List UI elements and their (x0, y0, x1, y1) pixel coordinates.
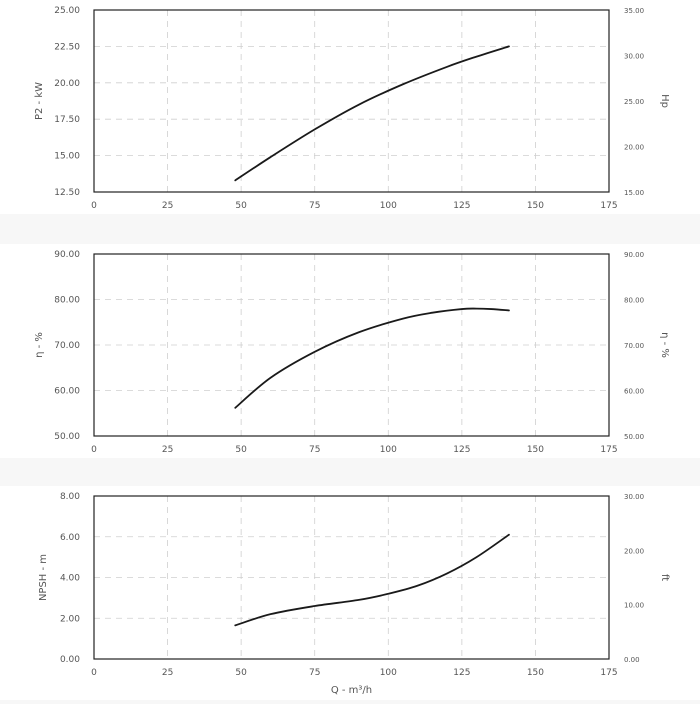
npsh-plot-frame (93, 495, 610, 660)
y-tick-label: 15.00 (54, 152, 80, 162)
y-tick-label: 25.00 (54, 6, 80, 16)
y-tick-label: 20.00 (54, 79, 80, 89)
x-tick-label: 75 (309, 445, 320, 455)
y-tick-label: 22.50 (54, 42, 80, 52)
y2-tick-label: 50.00 (624, 433, 644, 441)
y2-tick-label: 20.00 (624, 144, 644, 152)
y-axis-label: P2 - kW (34, 82, 45, 120)
y-tick-label: 2.00 (60, 614, 80, 624)
y-axis-label: η - % (34, 332, 45, 358)
npsh-chart: 0 25 50 75 100 125 150 175 0.00 2.00 4.00 6.00 8.00 0… (0, 486, 700, 700)
x-tick-label: 150 (527, 668, 544, 678)
y2-tick-label: 30.00 (624, 53, 644, 61)
y2-axis-label: ft (659, 574, 670, 581)
efficiency-curve (234, 307, 510, 409)
power-plot-frame (93, 9, 610, 193)
x-tick-label: 0 (91, 445, 97, 455)
y-tick-label: 70.00 (54, 341, 80, 351)
power-panel-background (0, 0, 700, 214)
x-tick-label: 175 (600, 668, 617, 678)
power-curve (234, 45, 510, 182)
y-tick-label: 0.00 (60, 655, 80, 665)
y-tick-label: 60.00 (54, 387, 80, 397)
x-tick-label: 125 (453, 201, 470, 211)
y2-tick-label: 25.00 (624, 98, 644, 106)
efficiency-plot-frame (93, 253, 610, 437)
x-tick-label: 175 (600, 201, 617, 211)
x-tick-label: 150 (527, 201, 544, 211)
y2-tick-label: 10.00 (624, 602, 644, 610)
y2-axis-label: η - % (659, 332, 670, 358)
npsh-panel-background (0, 486, 700, 700)
y2-tick-label: 80.00 (624, 297, 644, 305)
y-tick-label: 17.50 (54, 115, 80, 125)
y2-axis-label: Hp (659, 94, 670, 108)
y-tick-label: 4.00 (60, 574, 80, 584)
y-tick-label: 12.50 (54, 188, 80, 198)
y-tick-label: 50.00 (54, 432, 80, 442)
y-tick-label: 90.00 (54, 250, 80, 260)
power-chart: 0 25 50 75 100 125 150 175 12.50 15.00 17.50 20.00 2… (0, 0, 700, 214)
y-axis-label: NPSH - m (38, 554, 49, 601)
x-axis-label: Q - m³/h (331, 685, 372, 696)
x-tick-label: 150 (527, 445, 544, 455)
x-tick-label: 75 (309, 668, 320, 678)
x-tick-label: 50 (235, 668, 247, 678)
x-tick-label: 0 (91, 201, 97, 211)
y2-tick-label: 60.00 (624, 388, 644, 396)
x-tick-label: 125 (453, 445, 470, 455)
x-tick-label: 25 (162, 201, 173, 211)
y2-tick-label: 0.00 (624, 656, 640, 664)
y2-tick-label: 70.00 (624, 342, 644, 350)
y2-tick-label: 35.00 (624, 7, 644, 15)
x-tick-label: 100 (380, 201, 397, 211)
x-tick-label: 75 (309, 201, 320, 211)
x-tick-label: 175 (600, 445, 617, 455)
y2-tick-label: 20.00 (624, 547, 644, 555)
y2-tick-label: 90.00 (624, 251, 644, 259)
y2-tick-label: 30.00 (624, 493, 644, 501)
y-tick-label: 6.00 (60, 533, 80, 543)
x-tick-label: 125 (453, 668, 470, 678)
x-tick-label: 100 (380, 445, 397, 455)
y2-tick-label: 15.00 (624, 189, 644, 197)
x-tick-label: 25 (162, 445, 173, 455)
npsh-curve (234, 533, 510, 627)
x-tick-label: 25 (162, 668, 173, 678)
efficiency-chart: 0 25 50 75 100 125 150 175 50.00 60.00 70.00 80.00 9… (0, 244, 700, 458)
x-tick-label: 50 (235, 201, 247, 211)
x-tick-label: 50 (235, 445, 247, 455)
x-tick-label: 100 (380, 668, 397, 678)
y-tick-label: 8.00 (60, 492, 80, 502)
efficiency-panel-background (0, 244, 700, 458)
x-tick-label: 0 (91, 668, 97, 678)
y-tick-label: 80.00 (54, 296, 80, 306)
